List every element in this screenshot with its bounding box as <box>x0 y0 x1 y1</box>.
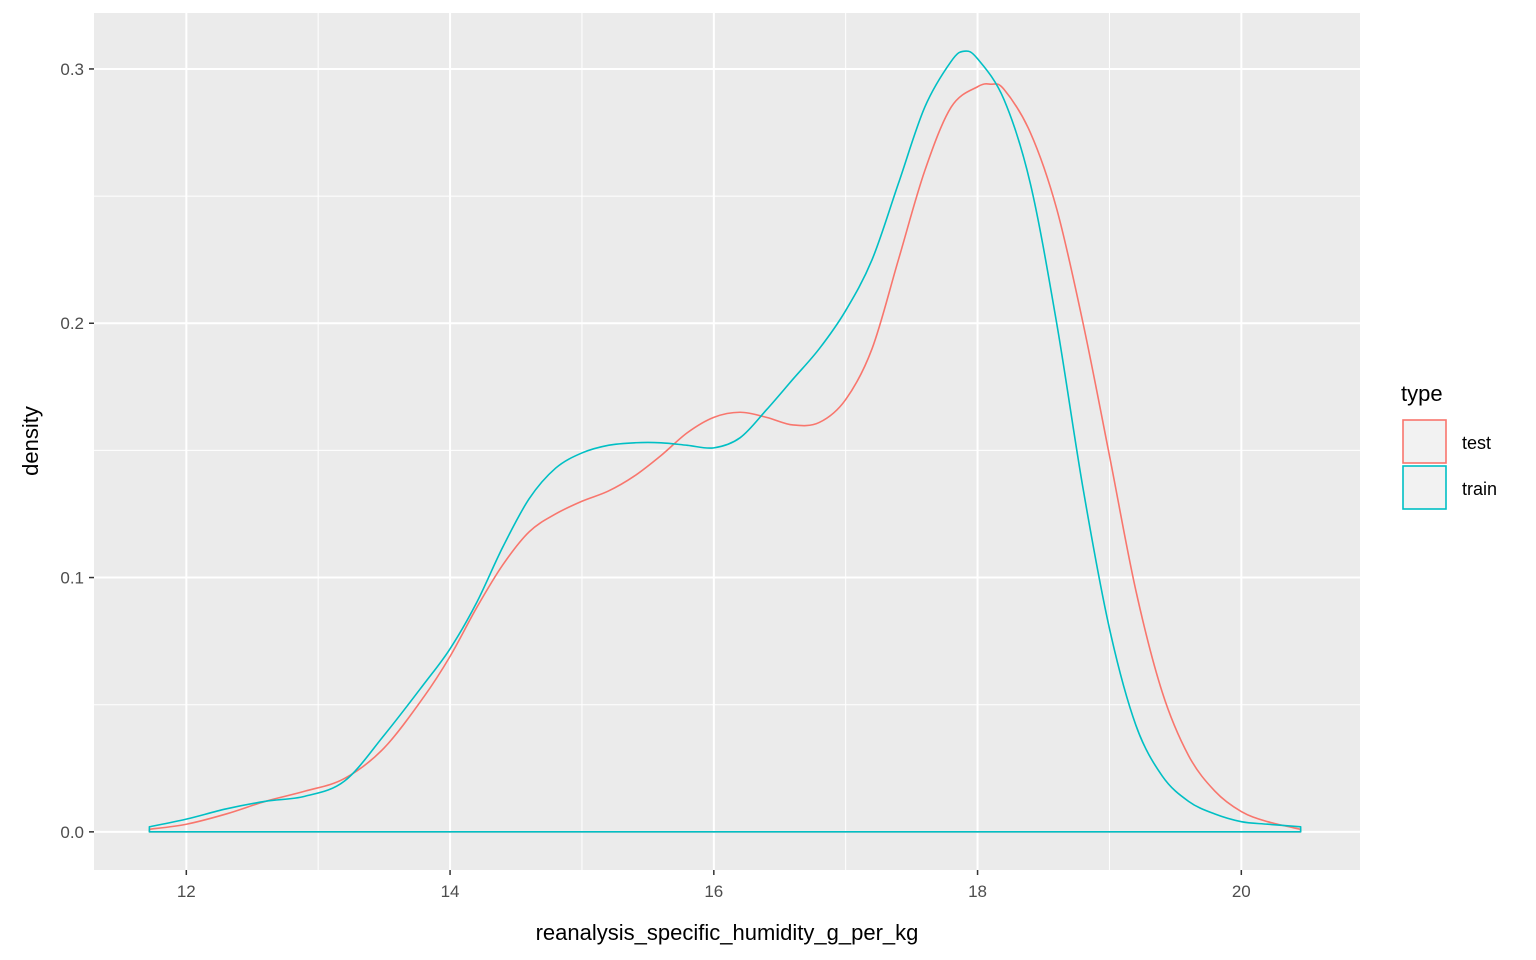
legend-title: type <box>1401 381 1443 406</box>
y-axis-ticks: 0.0 0.1 0.2 0.3 <box>60 60 94 842</box>
x-tick-label: 12 <box>177 882 196 901</box>
panel-background <box>94 13 1360 870</box>
legend: type test train <box>1401 381 1497 510</box>
x-tick-label: 18 <box>968 882 987 901</box>
x-axis-title: reanalysis_specific_humidity_g_per_kg <box>536 920 919 945</box>
minor-gridlines <box>94 13 1360 870</box>
x-axis-ticks: 12 14 16 18 20 <box>177 870 1251 901</box>
legend-items: test train <box>1402 419 1497 510</box>
y-tick-label: 0.3 <box>60 60 84 79</box>
y-axis-title: density <box>18 406 43 476</box>
y-tick-label: 0.1 <box>60 569 84 588</box>
legend-label-train: train <box>1462 479 1497 499</box>
legend-key-test <box>1402 419 1447 464</box>
y-tick-label: 0.0 <box>60 823 84 842</box>
x-tick-label: 16 <box>704 882 723 901</box>
x-tick-label: 20 <box>1232 882 1251 901</box>
y-tick-label: 0.2 <box>60 314 84 333</box>
density-curve-train <box>148 50 1302 833</box>
legend-key-train <box>1402 465 1447 510</box>
x-tick-label: 14 <box>441 882 460 901</box>
legend-label-test: test <box>1462 433 1491 453</box>
density-curve-test <box>148 83 1302 833</box>
density-curves <box>148 50 1302 833</box>
